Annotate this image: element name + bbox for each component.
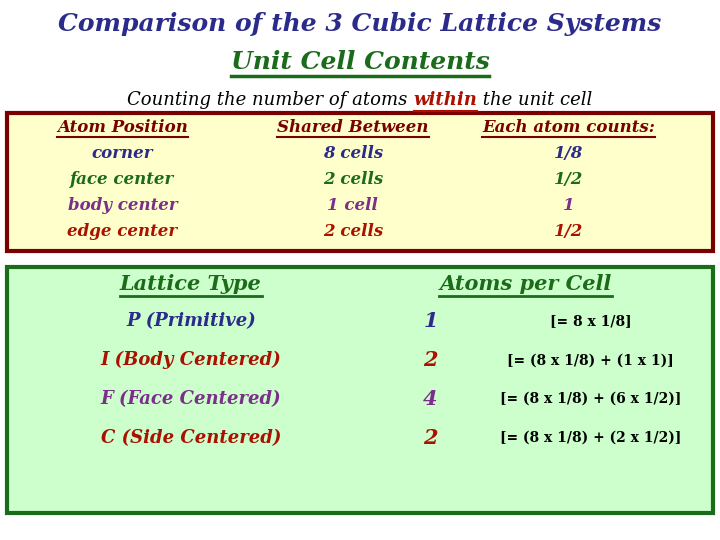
Text: corner: corner — [91, 145, 153, 162]
FancyBboxPatch shape — [7, 267, 713, 513]
Text: Each atom counts:: Each atom counts: — [482, 119, 655, 137]
Text: [= (8 x 1/8) + (6 x 1/2)]: [= (8 x 1/8) + (6 x 1/2)] — [500, 392, 681, 406]
Text: Lattice Type: Lattice Type — [120, 273, 261, 294]
Text: the unit cell: the unit cell — [477, 91, 593, 109]
Text: 1: 1 — [423, 311, 438, 332]
Text: [= (8 x 1/8) + (1 x 1)]: [= (8 x 1/8) + (1 x 1)] — [507, 353, 674, 367]
Text: [= 8 x 1/8]: [= 8 x 1/8] — [549, 314, 631, 328]
Text: 1/2: 1/2 — [554, 171, 583, 188]
Text: [= (8 x 1/8) + (2 x 1/2)]: [= (8 x 1/8) + (2 x 1/2)] — [500, 431, 681, 445]
Text: Comparison of the 3 Cubic Lattice Systems: Comparison of the 3 Cubic Lattice System… — [58, 12, 662, 36]
Text: Counting the number of atoms: Counting the number of atoms — [127, 91, 413, 109]
Text: Unit Cell Contents: Unit Cell Contents — [230, 50, 490, 74]
Text: 1/8: 1/8 — [554, 145, 583, 162]
Text: edge center: edge center — [68, 222, 177, 240]
Text: 8 cells: 8 cells — [323, 145, 383, 162]
Text: face center: face center — [71, 171, 174, 188]
Text: 2 cells: 2 cells — [323, 171, 383, 188]
Text: body center: body center — [68, 197, 177, 214]
Text: within: within — [413, 91, 477, 109]
Text: 1: 1 — [563, 197, 575, 214]
Text: 1/2: 1/2 — [554, 222, 583, 240]
Text: Atom Position: Atom Position — [57, 119, 188, 137]
Text: Shared Between: Shared Between — [277, 119, 428, 137]
Text: I (Body Centered): I (Body Centered) — [100, 351, 282, 369]
Text: 2 cells: 2 cells — [323, 222, 383, 240]
Text: 2: 2 — [423, 350, 438, 370]
Text: 2: 2 — [423, 428, 438, 448]
Text: 1 cell: 1 cell — [328, 197, 378, 214]
Text: F (Face Centered): F (Face Centered) — [101, 390, 281, 408]
Text: C (Side Centered): C (Side Centered) — [101, 429, 281, 447]
FancyBboxPatch shape — [7, 113, 713, 251]
Text: Atoms per Cell: Atoms per Cell — [439, 273, 612, 294]
Text: 4: 4 — [423, 389, 438, 409]
Text: P (Primitive): P (Primitive) — [126, 312, 256, 330]
